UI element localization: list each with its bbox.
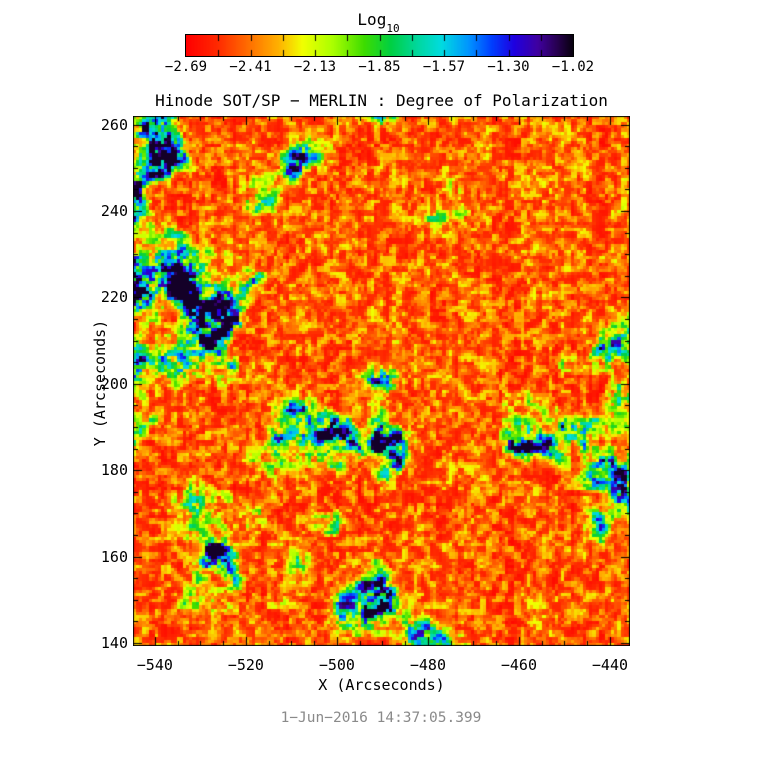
colorbar-tick-label: −2.69	[164, 59, 208, 75]
x-tick-label: −480	[409, 656, 446, 674]
colorbar-title-subscript: 10	[386, 22, 400, 36]
colorbar-tick-label: −1.02	[551, 59, 595, 75]
colorbar-tick-label: −2.41	[229, 59, 272, 75]
polarization-heatmap	[133, 116, 630, 646]
timestamp: 1−Jun−2016 14:37:05.399	[280, 710, 482, 726]
x-tick-label: −520	[227, 656, 264, 674]
x-tick-label: −460	[500, 656, 537, 674]
y-tick-label: 240	[100, 202, 128, 221]
chart-title: Hinode SOT/SP − MERLIN : Degree of Polar…	[155, 91, 608, 110]
colorbar-tick-label: −1.57	[422, 59, 466, 75]
colorbar-title-main: Log	[357, 10, 387, 29]
x-tick-label: −540	[136, 656, 173, 674]
x-tick-label: −500	[318, 656, 355, 674]
colorbar-gradient	[185, 34, 574, 57]
colorbar-title: Log10	[185, 10, 572, 36]
colorbar-tick-label: −2.13	[293, 59, 337, 75]
y-tick-label: 180	[100, 461, 128, 480]
colorbar-tick-label: −1.85	[358, 59, 401, 75]
colorbar-tick-label: −1.30	[487, 59, 530, 75]
x-axis-label: X (Arcseconds)	[318, 676, 445, 694]
y-tick-label: 160	[100, 547, 128, 566]
y-tick-label: 200	[100, 374, 128, 393]
y-axis-label: Y (Arcseconds)	[91, 319, 109, 447]
x-tick-label: −440	[591, 656, 629, 674]
y-tick-label: 260	[100, 115, 128, 134]
y-tick-label: 220	[100, 288, 128, 307]
y-tick-label: 140	[100, 633, 128, 652]
